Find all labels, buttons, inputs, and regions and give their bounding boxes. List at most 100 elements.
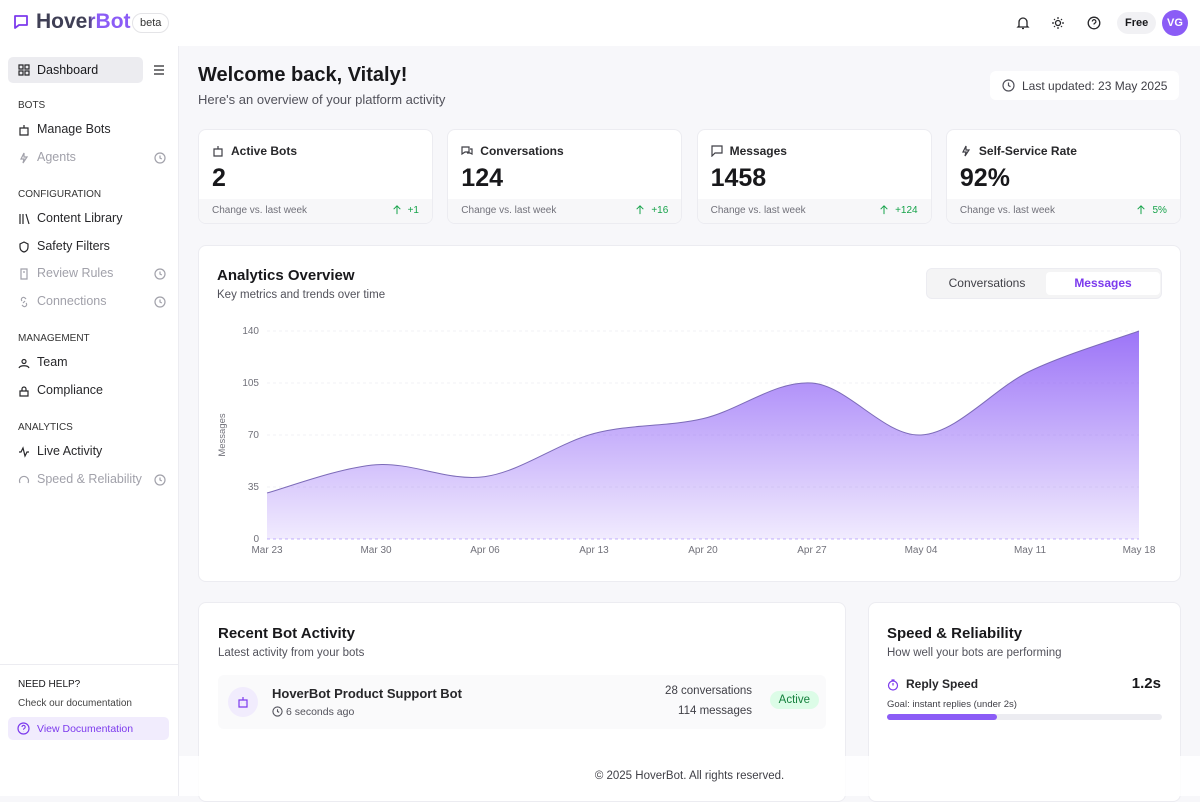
bell-icon[interactable]: [1016, 16, 1030, 30]
nav-item[interactable]: Team: [0, 349, 178, 377]
icon: [880, 205, 888, 215]
stat-value: 2: [212, 164, 226, 192]
icon: [213, 146, 223, 157]
tabs: Conversations Messages: [926, 268, 1162, 299]
icon: [20, 296, 28, 307]
y-tick-label: 35: [248, 482, 260, 493]
stat-card: Self-Service Rate 92% Change vs. last week…: [945, 129, 1181, 224]
nav-item[interactable]: Live Activity: [0, 438, 178, 466]
icon-shape: [19, 125, 29, 136]
x-tick-label: Mar 23: [251, 545, 283, 556]
icon-shape: [18, 358, 30, 369]
activity-title: Recent Bot Activity: [218, 625, 355, 642]
y-tick-label: 105: [242, 378, 259, 389]
nav-item[interactable]: Compliance: [0, 377, 178, 405]
nav-item: Agents: [0, 144, 178, 172]
icon-shape: [19, 240, 29, 253]
x-tick-label: Apr 27: [797, 545, 827, 556]
stat-footer: Change vs. last week 5%: [946, 199, 1180, 223]
nav-label: Compliance: [37, 382, 104, 397]
beta-badge: beta: [132, 13, 170, 33]
metric-value: 1.2s: [1131, 675, 1161, 692]
help-link[interactable]: View Documentation: [8, 717, 169, 740]
nav-label: Connections: [37, 293, 107, 308]
icon: [20, 268, 28, 280]
menu-icon[interactable]: [153, 65, 165, 75]
activity-row[interactable]: HoverBot Product Support Bot 6 seconds ag…: [218, 675, 826, 729]
icon-shape: [636, 205, 645, 215]
x-tick-label: Apr 13: [579, 545, 609, 556]
y-axis-label: Messages: [217, 413, 228, 457]
progress-fill: [887, 714, 997, 720]
bot-avatar: [228, 687, 258, 717]
icon-shape: [19, 446, 29, 458]
stat-value: 92%: [959, 164, 1010, 192]
nav-label: Team: [37, 355, 68, 369]
stat-change: +1: [392, 205, 419, 216]
theme-icon[interactable]: [1051, 16, 1065, 30]
icon-shape: [238, 697, 248, 708]
icon-shape: [272, 706, 283, 717]
nav-dashboard[interactable]: Dashboard: [8, 57, 143, 83]
tab[interactable]: Conversations: [948, 276, 1026, 290]
nav-item[interactable]: Safety Filters: [0, 233, 178, 261]
icon: [636, 205, 645, 215]
nav-section-title: CONFIGURATION: [18, 189, 102, 200]
bot-messages: 114 messages: [678, 705, 752, 717]
stat-note: Change vs. last week: [959, 205, 1055, 216]
stat-footer: Change vs. last week +16: [448, 199, 682, 223]
help-title: NEED HELP?: [18, 679, 81, 690]
topbar: HoverBot beta Free VG: [0, 0, 1200, 46]
bot-name: HoverBot Product Support Bot: [272, 686, 462, 701]
last-updated-text: Last updated: 23 May 2025: [1022, 79, 1168, 93]
tab[interactable]: Messages: [1046, 272, 1160, 295]
bot-time: 6 seconds ago: [272, 706, 354, 718]
logo-icon: [14, 15, 28, 29]
stat-label: Self-Service Rate: [978, 144, 1077, 158]
nav-label: Safety Filters: [37, 238, 110, 253]
help-icon[interactable]: [1087, 16, 1101, 30]
icon: [461, 146, 473, 156]
x-tick-label: Mar 30: [360, 545, 392, 556]
icon: [17, 722, 30, 735]
page-title: Welcome back, Vitaly!: [198, 64, 408, 86]
stat-label: Active Bots: [231, 144, 298, 158]
icon: [154, 268, 166, 280]
plan-badge[interactable]: Free: [1117, 12, 1157, 34]
stat-change: +124: [879, 205, 918, 216]
icon-shape: [20, 268, 28, 280]
stat-value: 124: [461, 164, 504, 192]
chart: Messages 0 35 70 105 140 Mar 23 Mar 30 Apr 06 Ap…: [217, 326, 1156, 556]
nav-label: Manage Bots: [37, 122, 111, 136]
avatar[interactable]: VG: [1162, 10, 1188, 36]
icon-shape: [154, 151, 166, 164]
x-tick-label: May 11: [1014, 545, 1046, 556]
icon: [1137, 205, 1146, 215]
nav-label: Speed & Reliability: [37, 471, 142, 486]
speed-subtitle: How well your bots are performing: [887, 647, 1062, 659]
icon: [272, 706, 283, 717]
stat-change-value: +124: [895, 205, 918, 216]
nav-item[interactable]: Content Library: [0, 205, 178, 233]
nav-item: Connections: [0, 288, 178, 316]
icon: [392, 205, 401, 215]
y-tick-label: 140: [242, 326, 259, 337]
activity-subtitle: Latest activity from your bots: [218, 647, 365, 659]
stat-card: Messages 1458 Change vs. last week +124: [696, 129, 932, 224]
icon: [710, 145, 723, 157]
brand-name: HoverBot: [36, 10, 131, 33]
x-tick-label: Apr 06: [470, 545, 500, 556]
icon-shape: [880, 205, 888, 215]
stat-change-value: 5%: [1152, 205, 1167, 216]
icon: [238, 697, 248, 708]
nav-item[interactable]: Manage Bots: [0, 116, 178, 144]
icon: [154, 151, 166, 164]
icon-shape: [20, 152, 29, 163]
stat-card: Conversations 124 Change vs. last week +16: [447, 129, 683, 224]
chart-subtitle: Key metrics and trends over time: [217, 289, 386, 301]
icon: [154, 295, 166, 308]
metric-goal: Goal: instant replies (under 2s): [887, 699, 1017, 710]
icon-shape: [154, 295, 166, 308]
bot-status: Active: [769, 691, 819, 709]
x-tick-label: May 04: [905, 545, 938, 556]
